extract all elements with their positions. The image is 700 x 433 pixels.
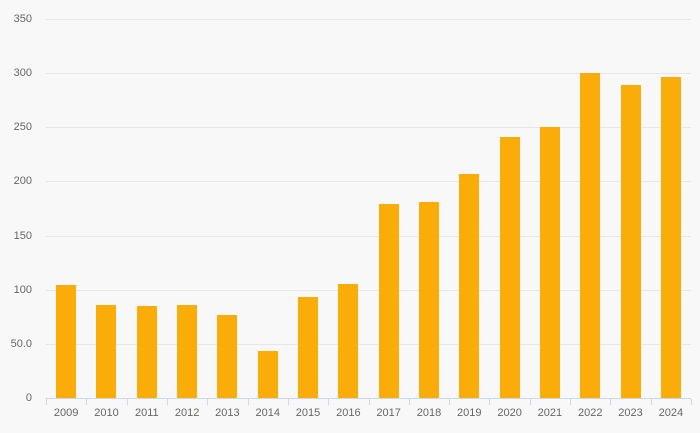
x-axis-label: 2024 [658, 407, 684, 419]
x-axis-label: 2013 [215, 407, 240, 419]
bar-2018[interactable] [418, 202, 439, 398]
gridline [46, 181, 691, 183]
bar-2015[interactable] [298, 297, 319, 398]
x-axis-tick [247, 399, 249, 405]
x-axis-tick [408, 399, 410, 405]
gridline [46, 235, 691, 237]
x-axis-label: 2014 [255, 407, 280, 419]
bar-2013[interactable] [217, 314, 238, 398]
x-axis-label: 2012 [174, 407, 200, 419]
x-axis-tick [650, 399, 652, 405]
gridline [46, 127, 691, 129]
y-axis-label: 50.0 [10, 337, 32, 350]
x-axis-tick [166, 399, 168, 405]
bar-2010[interactable] [96, 304, 117, 398]
x-axis-tick [489, 399, 491, 405]
y-axis-label: 250 [13, 121, 32, 134]
y-axis-label: 200 [13, 175, 32, 188]
x-axis-label: 2016 [336, 407, 361, 419]
y-axis-label: 0 [25, 392, 32, 404]
bar-2021[interactable] [539, 127, 560, 398]
x-axis-tick [610, 399, 612, 405]
bar-2011[interactable] [136, 305, 157, 398]
x-axis-label: 2022 [577, 407, 603, 419]
gridline [46, 19, 691, 20]
bar-2022[interactable] [580, 73, 601, 398]
x-axis-label: 2019 [457, 407, 482, 419]
gridline [46, 289, 691, 291]
x-axis-tick [207, 399, 209, 405]
x-axis-label: 2009 [53, 407, 79, 419]
x-axis-tick [449, 399, 451, 405]
bar-2023[interactable] [620, 85, 641, 398]
x-axis-label: 2017 [376, 407, 401, 419]
y-axis-label: 300 [13, 67, 32, 80]
bar-2024[interactable] [660, 77, 681, 398]
x-axis-tick [46, 399, 47, 405]
x-axis-label: 2018 [416, 407, 442, 419]
bar-2020[interactable] [499, 137, 520, 398]
x-axis-tick [328, 399, 330, 405]
x-axis-tick [691, 399, 692, 405]
y-axis-label: 350 [13, 13, 32, 25]
bar-2014[interactable] [257, 351, 278, 398]
x-axis-tick [570, 399, 572, 405]
bar-2009[interactable] [56, 285, 77, 398]
bar-2019[interactable] [459, 173, 480, 398]
x-axis-label: 2023 [618, 407, 643, 419]
x-axis-tick [126, 399, 128, 405]
x-axis-tick [529, 399, 531, 405]
x-axis-tick [368, 399, 370, 405]
bar-2017[interactable] [378, 204, 399, 398]
x-axis-label: 2010 [94, 407, 119, 419]
x-axis-label: 2021 [537, 407, 563, 419]
x-axis-label: 2015 [295, 407, 321, 419]
x-axis-tick [86, 399, 88, 405]
bar-2012[interactable] [177, 304, 198, 398]
x-axis-label: 2011 [134, 407, 159, 419]
y-axis-label: 150 [13, 229, 32, 242]
x-axis-line [46, 398, 691, 399]
bar-2016[interactable] [338, 284, 359, 398]
gridline [46, 73, 691, 75]
y-axis-label: 100 [13, 283, 32, 296]
x-axis-label: 2020 [497, 407, 522, 419]
gridline [46, 343, 691, 345]
x-axis-tick [287, 399, 289, 405]
